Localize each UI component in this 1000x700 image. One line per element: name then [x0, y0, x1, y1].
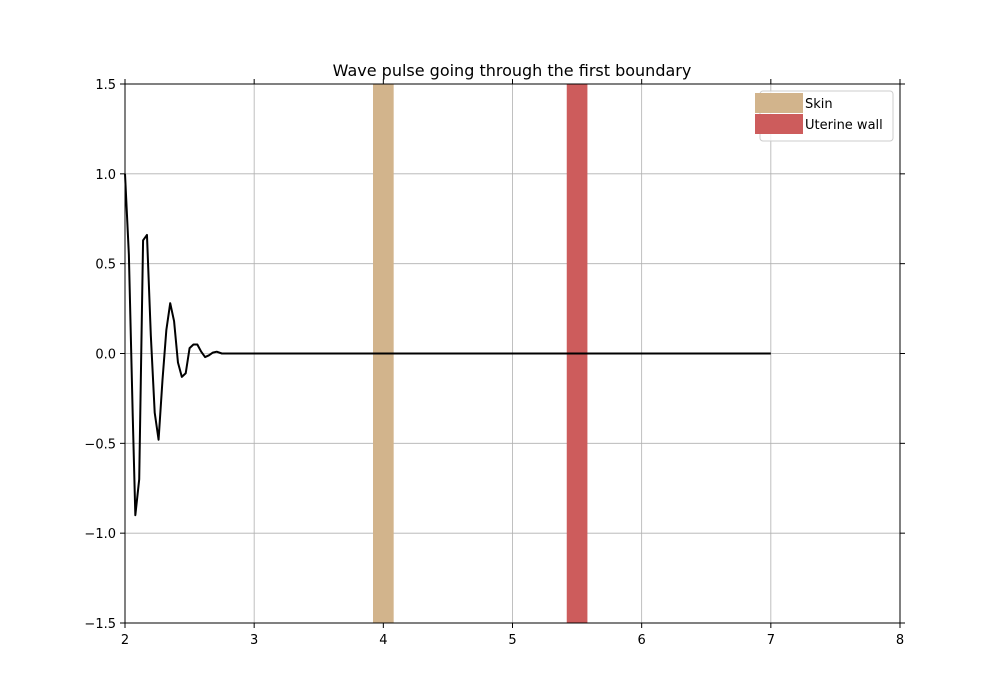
- y-tick-label: −0.5: [84, 437, 116, 452]
- x-tick-label: 8: [896, 633, 904, 648]
- x-tick-label: 7: [767, 633, 775, 648]
- x-tick-label: 5: [508, 633, 516, 648]
- x-tick-label: 4: [379, 633, 387, 648]
- legend-label: Skin: [805, 97, 833, 112]
- legend-swatch: [755, 114, 803, 134]
- series-lines: [124, 173, 771, 517]
- x-tick-label: 3: [250, 633, 258, 648]
- series-line: [124, 173, 771, 517]
- legend-swatch: [755, 93, 803, 113]
- x-tick-label: 2: [121, 633, 129, 648]
- legend-label: Uterine wall: [805, 118, 883, 133]
- y-tick-label: −1.0: [84, 527, 116, 542]
- chart-title: Wave pulse going through the first bound…: [333, 61, 692, 80]
- y-tick-label: 0.5: [95, 258, 116, 273]
- y-tick-label: 0.0: [95, 348, 116, 363]
- x-tick-label: 6: [638, 633, 646, 648]
- y-tick-label: 1.5: [95, 78, 116, 93]
- axis-ticks: 2 3 4 5 6 7 8 −1.5 −1.0 −0.5 0.0 0.5 1.0 1.5: [84, 78, 905, 648]
- y-tick-label: 1.0: [95, 168, 116, 183]
- legend: Skin Uterine wall: [755, 90, 894, 142]
- y-tick-label: −1.5: [84, 617, 116, 632]
